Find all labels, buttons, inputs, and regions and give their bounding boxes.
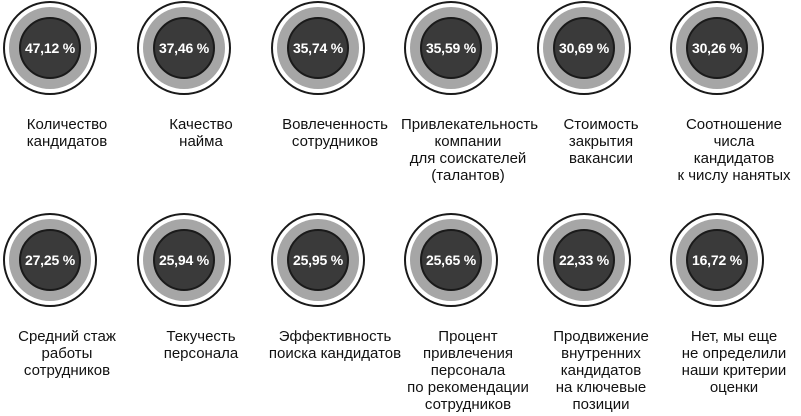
metric-value: 30,69 % (559, 40, 609, 56)
ring-band: 25,94 % (143, 219, 225, 301)
metric-value: 16,72 % (692, 252, 742, 268)
metric-label: Нет, мы еще не определили наши критерии … (681, 328, 787, 396)
metric-ring: 35,74 % (271, 1, 365, 95)
metric-label: Стоимость закрытия вакансии (563, 116, 639, 167)
metric-ring: 16,72 % (670, 213, 764, 307)
ring-disc: 25,95 % (287, 229, 349, 291)
metric-value: 35,74 % (293, 40, 343, 56)
metric-ring: 35,59 % (404, 1, 498, 95)
metric-ring: 37,46 % (137, 1, 231, 95)
metric-ring: 25,65 % (404, 213, 498, 307)
metric-item: 22,33 % Продвижение внутренних кандидатов… (534, 212, 668, 413)
ring-disc: 30,69 % (553, 17, 615, 79)
ring-band: 30,26 % (676, 7, 758, 89)
metric-item: 25,95 % Эффективность поиска кандидатов (268, 212, 402, 412)
ring-band: 30,69 % (543, 7, 625, 89)
metric-value: 27,25 % (25, 252, 75, 268)
ring-disc: 47,12 % (19, 17, 81, 79)
ring-disc: 35,74 % (287, 17, 349, 79)
ring-band: 16,72 % (676, 219, 758, 301)
metric-item: 37,46 % Качество найма (134, 0, 268, 200)
metric-item: 25,65 % Процент привлечения персонала по … (401, 212, 535, 413)
metric-item: 35,74 % Вовлеченность сотрудников (268, 0, 402, 200)
ring-band: 47,12 % (9, 7, 91, 89)
metric-item: 35,59 % Привлекательность компании для со… (401, 0, 539, 200)
metric-label: Процент привлечения персонала по рекомен… (407, 328, 529, 413)
metric-item: 27,25 % Средний стаж работы сотрудников (0, 212, 134, 412)
metric-value: 35,59 % (426, 40, 476, 56)
ring-band: 35,59 % (410, 7, 492, 89)
metric-value: 37,46 % (159, 40, 209, 56)
ring-disc: 16,72 % (686, 229, 748, 291)
ring-band: 25,95 % (277, 219, 359, 301)
metric-ring: 30,69 % (537, 1, 631, 95)
metric-item: 30,26 % Соотношение числа кандидатов к чи… (667, 0, 801, 200)
metric-label: Эффективность поиска кандидатов (268, 328, 402, 362)
metric-item: 47,12 % Количество кандидатов (0, 0, 134, 200)
ring-band: 25,65 % (410, 219, 492, 301)
metric-value: 25,94 % (159, 252, 209, 268)
metric-ring: 30,26 % (670, 1, 764, 95)
metric-label: Текучесть персонала (163, 328, 239, 362)
metric-label: Продвижение внутренних кандидатов на клю… (553, 328, 649, 413)
metric-label: Вовлеченность сотрудников (282, 116, 388, 150)
metric-value: 25,95 % (293, 252, 343, 268)
ring-band: 22,33 % (543, 219, 625, 301)
ring-disc: 30,26 % (686, 17, 748, 79)
ring-disc: 27,25 % (19, 229, 81, 291)
metric-ring: 27,25 % (3, 213, 97, 307)
metric-item: 30,69 % Стоимость закрытия вакансии (534, 0, 668, 200)
metric-value: 30,26 % (692, 40, 742, 56)
metric-ring: 25,95 % (271, 213, 365, 307)
ring-disc: 25,65 % (420, 229, 482, 291)
ring-disc: 22,33 % (553, 229, 615, 291)
metric-label: Привлекательность компании для соискател… (401, 116, 539, 184)
metric-label: Средний стаж работы сотрудников (18, 328, 116, 379)
ring-disc: 35,59 % (420, 17, 482, 79)
metric-value: 47,12 % (25, 40, 75, 56)
metric-label: Количество кандидатов (26, 116, 108, 150)
metric-item: 16,72 % Нет, мы еще не определили наши кр… (667, 212, 801, 412)
metric-value: 25,65 % (426, 252, 476, 268)
metric-value: 22,33 % (559, 252, 609, 268)
metric-label: Соотношение числа кандидатов к числу нан… (677, 116, 791, 184)
ring-band: 27,25 % (9, 219, 91, 301)
ring-disc: 37,46 % (153, 17, 215, 79)
metric-ring: 22,33 % (537, 213, 631, 307)
ring-disc: 25,94 % (153, 229, 215, 291)
metric-ring: 47,12 % (3, 1, 97, 95)
metric-item: 25,94 % Текучесть персонала (134, 212, 268, 412)
ring-band: 37,46 % (143, 7, 225, 89)
ring-band: 35,74 % (277, 7, 359, 89)
metric-label: Качество найма (169, 116, 233, 150)
metric-ring: 25,94 % (137, 213, 231, 307)
